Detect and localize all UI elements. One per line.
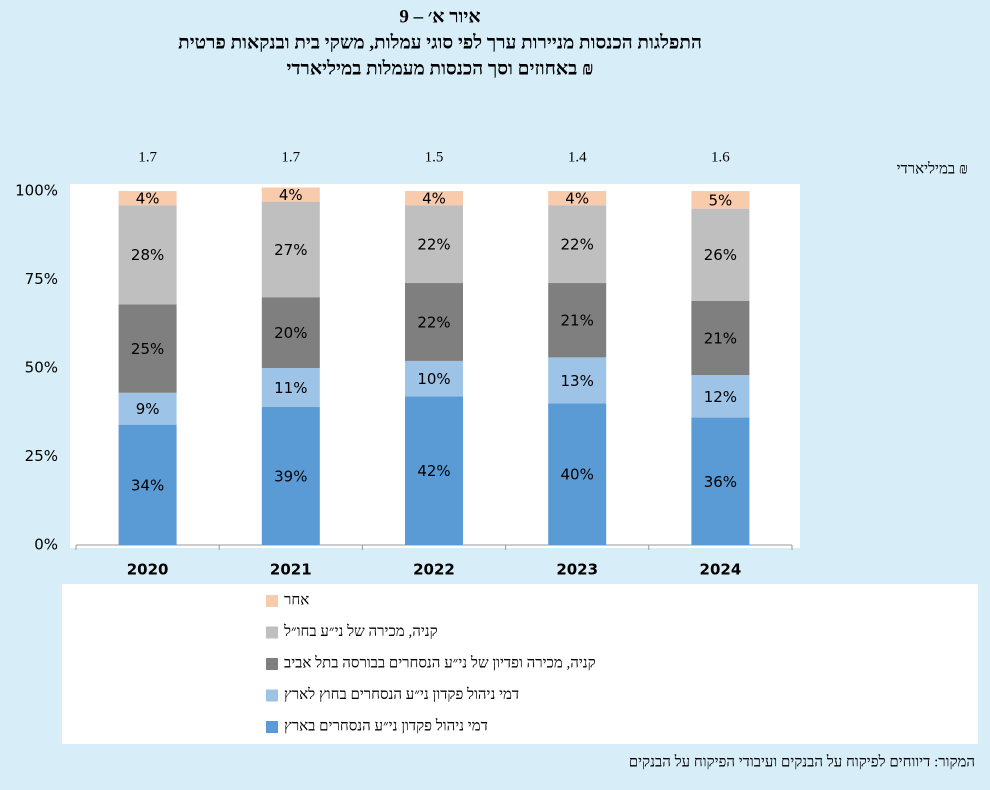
x-tick-label: 2021	[270, 561, 312, 579]
bar-segment	[118, 205, 177, 305]
bar-segment	[548, 191, 607, 206]
legend-swatch	[266, 595, 278, 607]
bar-segment	[118, 191, 177, 206]
x-tick-label: 2023	[556, 561, 598, 579]
bar-segment	[548, 283, 607, 358]
value-label: 4%	[279, 186, 303, 204]
y-tick-label: 75%	[25, 270, 58, 288]
value-label: 20%	[274, 324, 307, 342]
legend-swatch	[266, 658, 278, 670]
legend-label: קניה, מכירה ופדיון של ני״ע הנסחרים בבורס…	[284, 654, 596, 671]
value-label: 39%	[274, 467, 307, 485]
value-label: 28%	[131, 246, 164, 264]
legend-label: קניה, מכירה של ני״ע בחו״ל	[283, 623, 438, 640]
value-label: 26%	[704, 246, 737, 264]
total-label: 1.7	[281, 149, 300, 165]
value-label: 27%	[274, 241, 307, 259]
chart-subtitle: באחוזים וסך הכנסות מעמלות במיליארדי ₪	[286, 58, 593, 79]
value-label: 22%	[561, 236, 594, 254]
source: המקור: דיווחים לפיקוח על הבנקים ועיבודי …	[629, 753, 975, 770]
legend-swatch	[266, 626, 278, 639]
legend-label: דמי ניהול פקדון ני״ע הנסחרים בארץ	[284, 717, 488, 734]
bar-segment	[405, 191, 463, 206]
value-label: 34%	[131, 476, 164, 494]
bar-segment	[405, 396, 463, 545]
bar-segment	[691, 191, 750, 209]
legend-box	[62, 584, 978, 744]
bar-segment	[261, 368, 320, 407]
chart-subtitle: התפלגות הכנסות מניירות ערך לפי סוגי עמלו…	[178, 32, 702, 53]
value-label: 4%	[422, 190, 446, 208]
bar-segment	[261, 201, 320, 298]
bar-segment	[405, 283, 463, 361]
total-label: 1.4	[568, 149, 587, 165]
bar-segment	[405, 205, 463, 284]
bar-segment	[691, 417, 750, 545]
value-label: 4%	[565, 190, 589, 208]
total-label: 1.5	[425, 149, 444, 165]
bar-segment	[691, 300, 750, 376]
legend-swatch	[266, 721, 278, 733]
x-tick-label: 2022	[413, 561, 455, 579]
value-label: 5%	[709, 191, 733, 209]
x-tick-label: 2024	[700, 561, 742, 579]
bar-segment	[691, 208, 750, 301]
bar-segment	[261, 187, 320, 202]
value-label: 10%	[417, 370, 450, 388]
value-label: 42%	[417, 462, 450, 480]
bar-segment	[261, 297, 320, 368]
value-label: 40%	[561, 466, 594, 484]
bar-segment	[548, 403, 607, 545]
y-tick-label: 0%	[34, 536, 58, 554]
value-label: 22%	[417, 236, 450, 254]
legend-swatch	[266, 689, 278, 702]
bar-segment	[118, 424, 177, 545]
value-label: 21%	[704, 329, 737, 347]
value-label: 25%	[131, 340, 164, 358]
legend-label: דמי ניהול פקדון ני״ע הנסחרים בחוץ לארץ	[284, 686, 519, 703]
bar-segment	[405, 360, 463, 397]
value-label: 11%	[274, 379, 307, 397]
bar-segment	[691, 375, 750, 418]
bar-segment	[118, 392, 177, 425]
y-tick-label: 25%	[25, 447, 58, 465]
bar-segment	[261, 406, 320, 545]
y-tick-label: 50%	[25, 359, 58, 377]
value-label: 36%	[704, 473, 737, 491]
total-label: 1.6	[711, 149, 730, 165]
x-tick-label: 2020	[127, 561, 169, 579]
y-tick-label: 100%	[15, 182, 58, 200]
value-label: 4%	[136, 190, 160, 208]
legend-label: אחר	[284, 592, 309, 608]
totals-label: במיליארדי ₪	[897, 160, 968, 177]
bar-segment	[548, 205, 607, 284]
value-label: 12%	[704, 388, 737, 406]
bar-segment	[118, 304, 177, 393]
chart-title: איור א׳ – 9	[399, 6, 480, 27]
bar-segment	[548, 357, 607, 404]
value-label: 13%	[561, 372, 594, 390]
total-label: 1.7	[138, 149, 157, 165]
value-label: 9%	[136, 400, 160, 418]
value-label: 22%	[417, 313, 450, 331]
value-label: 21%	[561, 312, 594, 330]
